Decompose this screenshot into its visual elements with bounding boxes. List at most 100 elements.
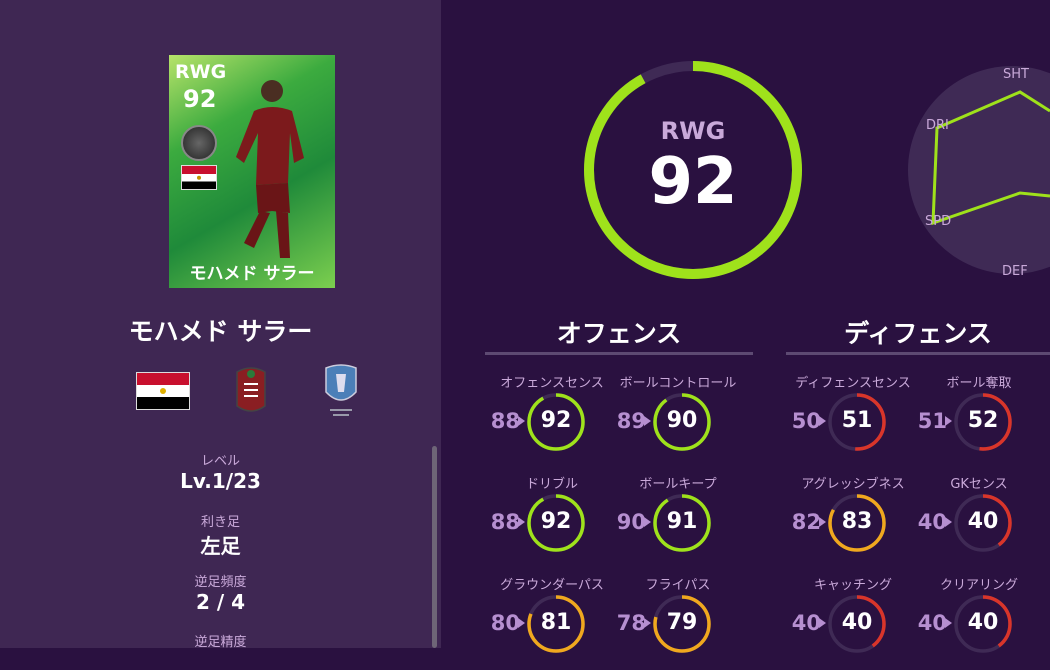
radar-chart xyxy=(908,66,1050,274)
stat-ring-fill xyxy=(527,494,585,552)
stat-label: ボールコントロール xyxy=(619,376,737,391)
league-emblem-icon[interactable] xyxy=(322,362,360,418)
player-name: モハメド サラー xyxy=(128,317,313,346)
weak-foot-accuracy-info: 逆足精度 xyxy=(0,631,441,650)
stat-item: オフェンスセンス 88 92 xyxy=(482,372,622,468)
stat-item: アグレッシブネス 82 83 xyxy=(783,473,923,569)
stat-item: ボールコントロール 89 90 xyxy=(608,372,748,468)
stat-label: クリアリング xyxy=(939,578,1018,593)
stat-previous-value: 89 xyxy=(616,409,646,433)
stat-value: 81 xyxy=(540,610,572,635)
stat-item: クリアリング 40 40 xyxy=(909,574,1049,670)
club-emblem-icon[interactable] xyxy=(234,364,268,416)
stat-ring-fill xyxy=(954,393,1012,451)
weak-foot-accuracy-label: 逆足精度 xyxy=(194,635,247,650)
arrow-right-icon xyxy=(819,517,826,527)
stat-ring-fill xyxy=(828,595,886,653)
stat-value: 51 xyxy=(841,408,873,433)
overall-rating: 92 xyxy=(648,145,738,219)
stat-previous-value: 88 xyxy=(490,510,520,534)
stat-ring-fill xyxy=(954,494,1012,552)
radar-label-def: DEF xyxy=(1002,264,1028,279)
stat-previous-value: 50 xyxy=(791,409,821,433)
stat-ring-fill xyxy=(653,393,711,451)
radar-label-sht: SHT xyxy=(1003,67,1029,82)
arrow-right-icon xyxy=(644,618,651,628)
defense-divider xyxy=(786,352,1050,355)
stat-value: 92 xyxy=(540,509,572,534)
arrow-right-icon xyxy=(644,517,651,527)
stat-ring xyxy=(954,393,1012,451)
player-card[interactable]: RWG 92 モハメド サラー xyxy=(169,55,335,288)
stat-previous-value: 40 xyxy=(917,510,947,534)
stat-ring-fill xyxy=(828,494,886,552)
stat-item: フライパス 78 79 xyxy=(608,574,748,670)
card-position: RWG xyxy=(175,61,227,83)
stat-item: グラウンダーパス 80 81 xyxy=(482,574,622,670)
scrollbar[interactable] xyxy=(432,446,437,648)
stat-item: GKセンス 40 40 xyxy=(909,473,1049,569)
stat-ring xyxy=(653,393,711,451)
stat-ring xyxy=(527,494,585,552)
stat-ring xyxy=(653,494,711,552)
stat-previous-value: 90 xyxy=(616,510,646,534)
stat-value: 40 xyxy=(967,509,999,534)
stat-value: 83 xyxy=(841,509,873,534)
stat-label: キャッチング xyxy=(813,578,892,593)
arrow-right-icon xyxy=(819,416,826,426)
stat-value: 92 xyxy=(540,408,572,433)
stat-label: ボールキープ xyxy=(639,477,717,492)
stat-item: ディフェンスセンス 50 51 xyxy=(783,372,923,468)
egypt-flag-icon xyxy=(181,165,217,190)
radar-label-spd: SPD xyxy=(925,214,952,229)
stat-ring xyxy=(828,393,886,451)
arrow-right-icon xyxy=(945,416,952,426)
stat-ring-fill xyxy=(653,494,711,552)
stat-label: オフェンスセンス xyxy=(500,376,604,391)
card-overall: 92 xyxy=(183,85,217,113)
stat-previous-value: 78 xyxy=(616,611,646,635)
stat-previous-value: 40 xyxy=(791,611,821,635)
stat-label: ドリブル xyxy=(525,477,578,492)
overall-ring xyxy=(584,61,802,279)
stat-value: 91 xyxy=(666,509,698,534)
stat-value: 90 xyxy=(666,408,698,433)
stat-value: 79 xyxy=(666,610,698,635)
offense-heading: オフェンス xyxy=(556,319,682,348)
stat-item: ボール奪取 51 52 xyxy=(909,372,1049,468)
stat-previous-value: 40 xyxy=(917,611,947,635)
stat-ring xyxy=(527,393,585,451)
arrow-right-icon xyxy=(644,416,651,426)
stat-label: ボール奪取 xyxy=(946,376,1012,391)
stat-label: GKセンス xyxy=(950,477,1008,492)
stat-value: 40 xyxy=(967,610,999,635)
stat-previous-value: 80 xyxy=(490,611,520,635)
stat-item: ボールキープ 90 91 xyxy=(608,473,748,569)
stat-value: 52 xyxy=(967,408,999,433)
stat-ring-fill xyxy=(954,595,1012,653)
stat-previous-value: 88 xyxy=(490,409,520,433)
radar-label-dri: DRI xyxy=(926,118,949,133)
stat-item: ドリブル 88 92 xyxy=(482,473,622,569)
player-info-panel: RWG 92 モハメド サラー モハメド サラー レベル Lv.1/23 利き足左… xyxy=(0,0,441,650)
stat-ring xyxy=(954,494,1012,552)
stat-label: グラウンダーパス xyxy=(500,578,604,593)
stat-value: 40 xyxy=(841,610,873,635)
weak-foot-usage-info: 逆足頻度 2 / 4 xyxy=(0,571,441,614)
nationality-flag-icon xyxy=(136,372,190,410)
weak-foot-usage-value: 2 / 4 xyxy=(195,590,246,614)
card-player-name: モハメド サラー xyxy=(189,264,315,284)
stat-label: フライパス xyxy=(645,578,711,593)
weak-foot-usage-label: 逆足頻度 xyxy=(194,575,247,590)
stat-previous-value: 51 xyxy=(917,409,947,433)
stat-item: キャッチング 40 40 xyxy=(783,574,923,670)
stat-ring-fill xyxy=(828,393,886,451)
stat-label: アグレッシブネス xyxy=(801,477,905,492)
foot-label: 利き足 xyxy=(200,515,240,530)
arrow-right-icon xyxy=(518,517,525,527)
level-info: レベル Lv.1/23 xyxy=(0,450,441,493)
arrow-right-icon xyxy=(945,618,952,628)
stat-previous-value: 82 xyxy=(791,510,821,534)
overall-position: RWG xyxy=(660,117,726,145)
stat-ring xyxy=(828,494,886,552)
